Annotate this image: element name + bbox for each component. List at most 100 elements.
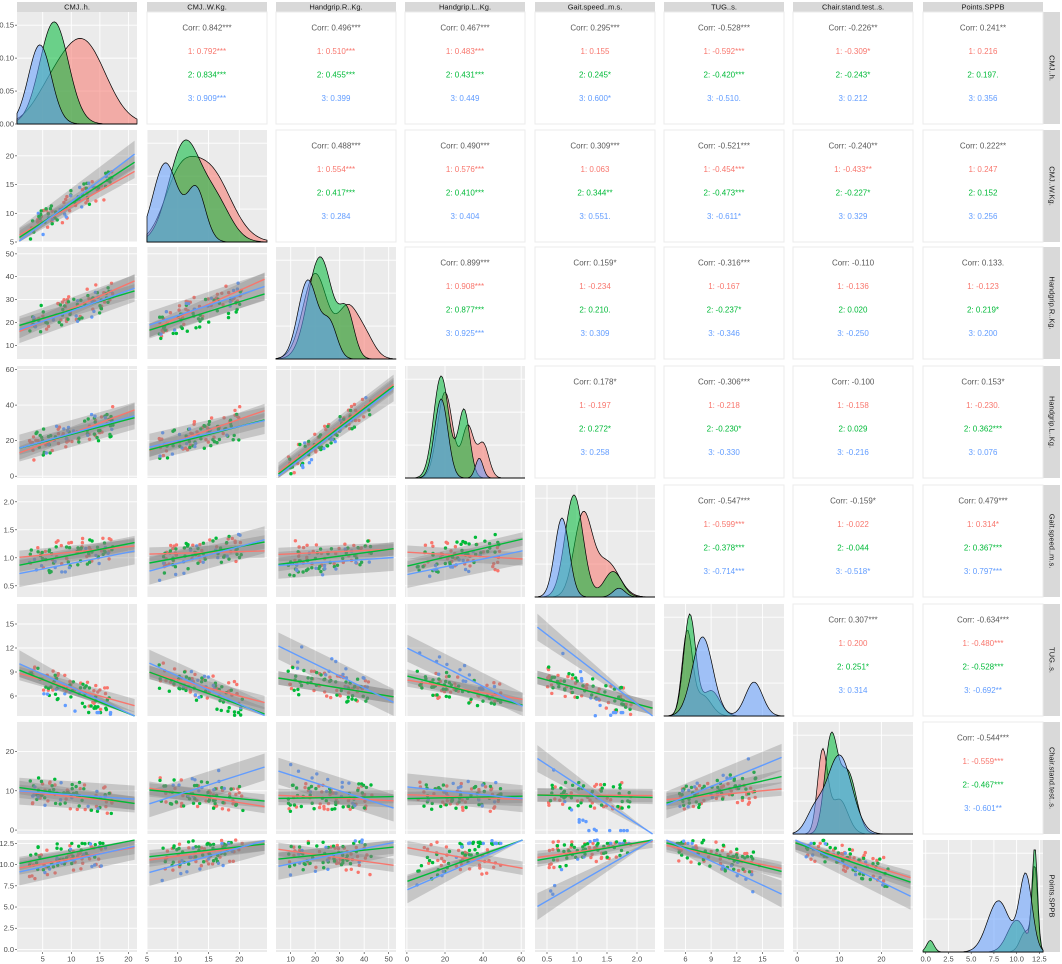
scatter-point-group-3 <box>609 841 613 846</box>
scatter-point-group-1 <box>363 799 367 803</box>
scatter-point-group-3 <box>193 693 198 697</box>
scatter-point-group-3 <box>811 853 815 857</box>
scatter-point-group-2 <box>307 786 311 790</box>
scatter-point-group-3 <box>582 855 586 859</box>
scatter-point-group-1 <box>208 538 212 542</box>
correlation-group-2: 2: 0.410*** <box>446 189 484 198</box>
scatter-point-group-2 <box>292 688 296 692</box>
scatter-point-group-2 <box>58 802 62 806</box>
density-curve-group-3 <box>534 517 655 598</box>
scatter-point-group-1 <box>594 859 598 864</box>
scatter-point-group-3 <box>194 441 198 446</box>
scatter-point-group-3 <box>477 686 482 690</box>
scatter-point-group-3 <box>159 332 163 336</box>
scatter-point-group-1 <box>33 665 37 669</box>
scatter-point-group-1 <box>297 545 301 549</box>
scatter-point-group-2 <box>347 804 351 808</box>
scatter-point-group-1 <box>477 863 482 867</box>
scatter-point-group-3 <box>843 851 847 855</box>
scatter-point-group-1 <box>64 445 68 449</box>
scatter-point-group-2 <box>590 693 594 697</box>
scatter-point-group-2 <box>590 789 595 794</box>
y-tick-label: 15 <box>6 180 14 189</box>
scatter-point-group-2 <box>876 861 880 865</box>
correlation-overall: Corr: 0.241** <box>960 24 1006 33</box>
scatter-point-group-2 <box>490 841 494 846</box>
scatter-point-group-2 <box>697 862 701 866</box>
scatter-point-group-1 <box>181 793 185 798</box>
scatter-point-group-2 <box>191 801 196 805</box>
x-tick-label: 20 <box>235 955 243 964</box>
scatter-point-group-1 <box>199 846 204 850</box>
scatter-point-group-1 <box>215 545 219 549</box>
scatter-point-group-2 <box>682 803 686 807</box>
panel-background <box>17 604 137 716</box>
scatter-point-group-2 <box>34 852 38 856</box>
scatter-point-group-2 <box>734 853 739 857</box>
scatter-point-group-2 <box>289 472 293 476</box>
scatter-point-group-2 <box>238 302 242 306</box>
correlation-overall: Corr: 0.899*** <box>440 259 489 268</box>
scatter-point-group-3 <box>68 847 73 851</box>
scatter-point-group-2 <box>364 785 369 790</box>
correlation-overall: Corr: 0.307*** <box>828 616 877 625</box>
scatter-point-group-3 <box>55 856 59 860</box>
y-tick-label: 0 <box>10 826 14 835</box>
scatter-point-group-2 <box>197 845 201 849</box>
scatter-point-group-2 <box>751 850 756 854</box>
fit-line-group-1 <box>149 278 265 332</box>
scatter-point-group-2 <box>487 541 492 546</box>
x-tick-label: 5.0 <box>966 955 976 964</box>
scatter-point-group-2 <box>294 786 299 790</box>
scatter-point-group-2 <box>564 863 568 868</box>
scatter-point-group-1 <box>840 851 844 856</box>
scatter-point-group-3 <box>164 310 169 314</box>
scatter-point-group-1 <box>357 418 361 423</box>
correlation-group-3: 3: 0.329 <box>839 212 868 221</box>
scatter-point-group-2 <box>78 686 83 690</box>
scatter-point-group-2 <box>83 419 87 423</box>
correlation-panel <box>663 11 785 125</box>
scatter-point-group-2 <box>93 420 97 424</box>
correlation-group-2: 2: 0.344** <box>577 189 612 198</box>
scatter-point-group-1 <box>31 448 35 452</box>
x-tick-label: 5 <box>145 955 149 964</box>
correlation-overall: Corr: -0.634*** <box>957 616 1009 625</box>
correlation-overall: Corr: -0.226** <box>829 24 878 33</box>
scatter-point-group-1 <box>709 849 713 854</box>
scatter-point-group-3 <box>196 678 200 682</box>
column-strip <box>405 2 525 12</box>
correlation-overall: Corr: -0.100 <box>832 378 875 387</box>
correlation-panel <box>792 129 914 243</box>
scatter-point-group-2 <box>335 693 339 697</box>
scatter-point-group-1 <box>445 557 450 561</box>
scatter-point-group-2 <box>550 786 555 791</box>
scatter-point-group-3 <box>88 842 93 846</box>
fit-line-group-3 <box>277 387 395 477</box>
scatter-point-group-2 <box>98 841 102 846</box>
confidence-band-group-3 <box>537 840 653 920</box>
scatter-point-group-1 <box>459 781 463 786</box>
scatter-point-group-2 <box>431 693 435 697</box>
fit-line-group-2 <box>19 161 135 238</box>
panel-grid <box>664 840 784 952</box>
y-tick-label: 10 <box>6 209 14 218</box>
scatter-point-group-3 <box>598 703 602 708</box>
fit-line-group-2 <box>278 795 394 800</box>
scatter-point-group-3 <box>161 561 166 565</box>
correlation-group-1: 1: 0.483*** <box>446 47 484 56</box>
correlation-panel <box>922 129 1044 243</box>
scatter-point-group-2 <box>621 702 626 707</box>
scatter-point-group-2 <box>107 791 111 796</box>
scatter-point-group-1 <box>228 859 232 863</box>
scatter-point-group-2 <box>44 685 48 689</box>
scatter-point-group-1 <box>79 867 83 871</box>
scatter-point-group-2 <box>80 316 84 320</box>
correlation-panel <box>663 365 785 479</box>
scatter-point-group-1 <box>334 551 338 556</box>
scatter-point-group-2 <box>354 698 358 702</box>
scatter-point-group-3 <box>31 794 35 798</box>
scatter-point-group-2 <box>427 858 432 863</box>
scatter-point-group-1 <box>349 852 353 856</box>
scatter-point-group-2 <box>360 791 364 795</box>
